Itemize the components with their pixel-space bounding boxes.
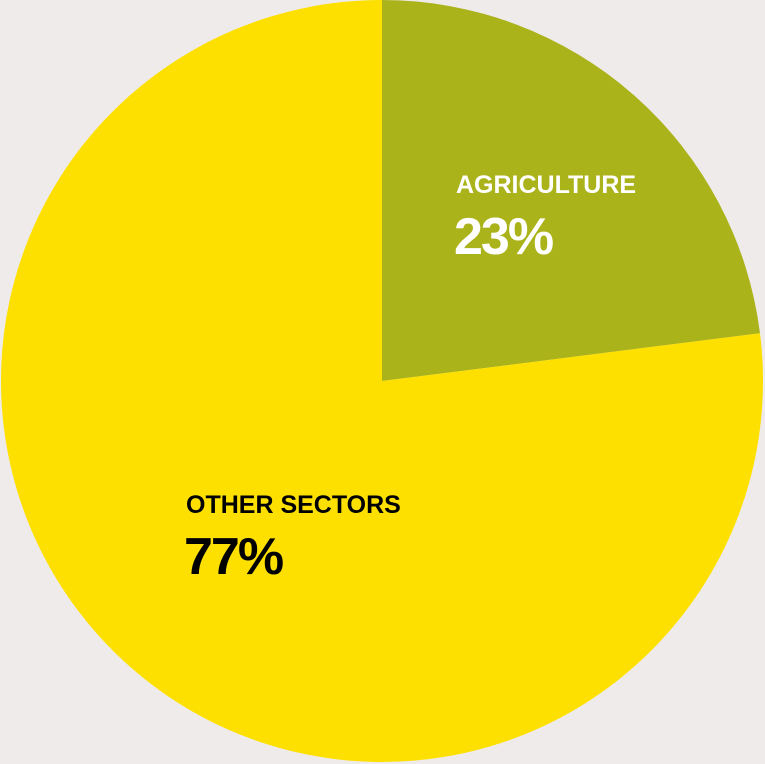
- slice-value-label: 77%: [184, 528, 283, 586]
- pie-slice: [382, 0, 760, 381]
- slice-label: OTHER SECTORS: [186, 491, 401, 519]
- slice-value-label: 23%: [454, 208, 553, 266]
- slice-label: AGRICULTURE: [456, 171, 636, 199]
